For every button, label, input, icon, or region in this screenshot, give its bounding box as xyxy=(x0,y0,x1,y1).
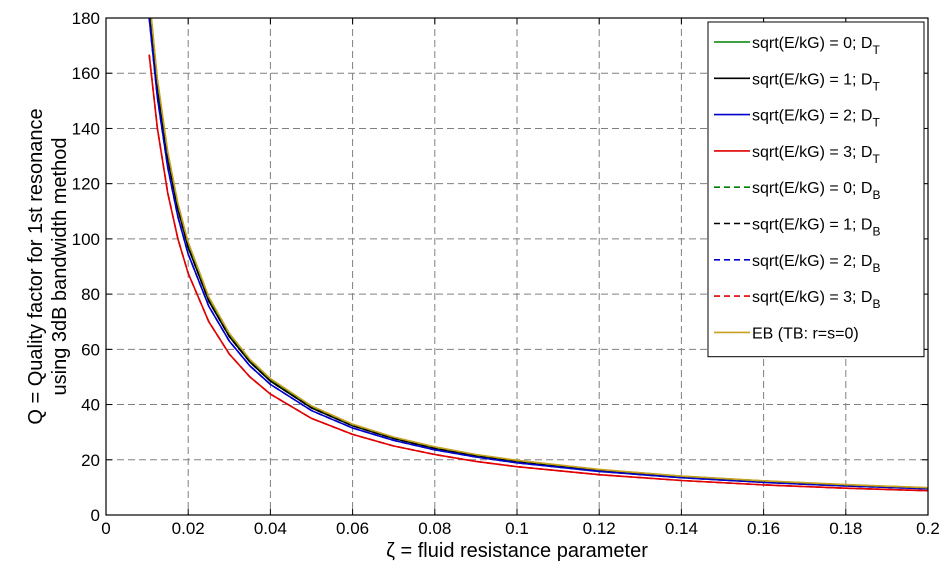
series-line-9 xyxy=(150,18,928,489)
legend-entry-2: sqrt(E/kG) = 1; DT xyxy=(752,71,880,93)
y-axis-label-line-2: using 3dB bandwidth method xyxy=(49,138,71,396)
x-tick-label: 0.14 xyxy=(665,519,698,538)
legend-entry-8: sqrt(E/kG) = 3; DB xyxy=(752,289,880,311)
y-tick-label: 180 xyxy=(72,9,100,28)
y-axis-label: Q = Quality factor for 1st resonance usi… xyxy=(25,108,71,424)
legend-entry-3: sqrt(E/kG) = 2; DT xyxy=(752,108,880,130)
x-tick-label: 0.06 xyxy=(336,519,369,538)
legend-entry-4: sqrt(E/kG) = 3; DT xyxy=(752,144,880,166)
x-tick-label: 0.08 xyxy=(418,519,451,538)
legend-entry-6: sqrt(E/kG) = 1; DB xyxy=(752,217,880,239)
y-tick-label: 80 xyxy=(81,285,100,304)
y-axis-label-line-1: Q = Quality factor for 1st resonance xyxy=(25,108,47,424)
y-tick-label: 160 xyxy=(72,64,100,83)
x-axis-label: ζ = fluid resistance parameter xyxy=(386,540,648,562)
x-tick-label: 0 xyxy=(101,519,110,538)
y-tick-label: 20 xyxy=(81,451,100,470)
y-tick-label: 140 xyxy=(72,119,100,138)
y-tick-label: 120 xyxy=(72,175,100,194)
series-line-3 xyxy=(148,18,928,490)
legend: sqrt(E/kG) = 0; DT sqrt(E/kG) = 1; DT sqrt… xyxy=(707,21,925,358)
x-tick-label: 0.12 xyxy=(583,519,616,538)
y-tick-label: 0 xyxy=(91,506,100,525)
series-layer xyxy=(148,18,928,492)
y-tick-label: 60 xyxy=(81,340,100,359)
x-tick-label: 0.2 xyxy=(916,519,940,538)
legend-entry-1: sqrt(E/kG) = 0; DT xyxy=(752,35,880,57)
x-tick-label: 0.1 xyxy=(505,519,529,538)
x-tick-label: 0.16 xyxy=(747,519,780,538)
tick-layer: 0 0.02 0.04 0.06 0.08 0.1 0.12 0.14 0.16 0.18 0.2 0… xyxy=(72,9,940,538)
x-tick-label: 0.04 xyxy=(254,519,287,538)
series-line-8 xyxy=(148,54,928,492)
y-tick-label: 100 xyxy=(72,230,100,249)
series-line-6 xyxy=(149,18,928,489)
legend-entry-9: EB (TB: r=s=0) xyxy=(752,325,859,342)
x-tick-label: 0.18 xyxy=(829,519,862,538)
x-tick-label: 0.02 xyxy=(172,519,205,538)
legend-entry-5: sqrt(E/kG) = 0; DB xyxy=(752,180,880,202)
legend-entry-7: sqrt(E/kG) = 2; DB xyxy=(752,253,880,275)
y-tick-label: 40 xyxy=(81,396,100,415)
